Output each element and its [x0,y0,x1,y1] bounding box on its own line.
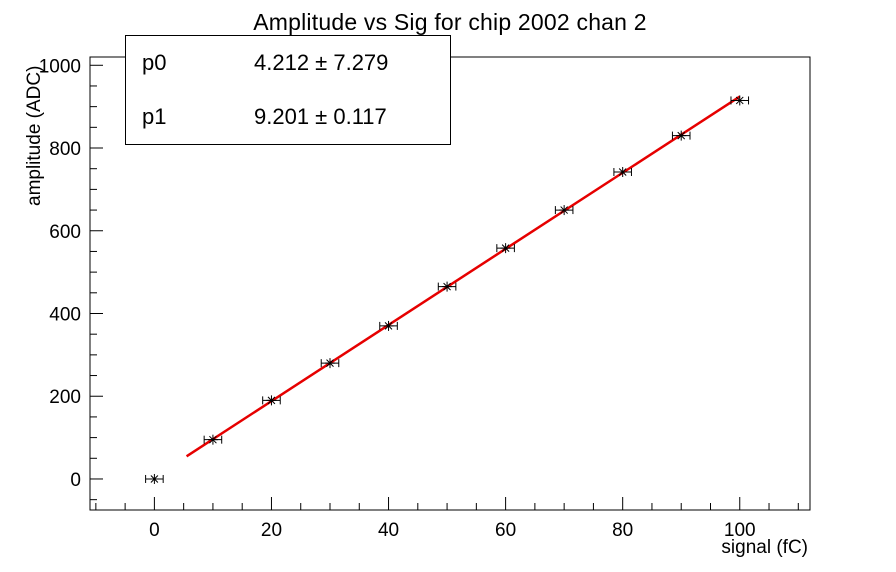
stat-value-p0: 4.212 ± 7.279 [254,50,389,75]
x-tick-label: 20 [261,520,282,541]
marker-line [560,206,568,214]
data-point [671,130,691,141]
marker-line [384,322,393,330]
x-tick-label: 80 [612,520,633,541]
data-point [437,281,457,292]
data-point [379,320,398,331]
x-axis-label: signal (fC) [721,537,808,558]
data-point [203,434,223,445]
stat-name-p1: p1 [142,104,167,129]
chart-title: Amplitude vs Sig for chip 2002 chan 2 [253,9,647,35]
y-tick-label: 600 [49,222,81,243]
data-point [554,205,574,216]
y-tick-label: 800 [49,139,81,160]
stat-row-p0: p0 4.212 ± 7.279 [142,50,434,76]
data-point [730,95,750,106]
data-point [613,167,632,178]
y-tick-label: 400 [49,304,81,325]
marker-line [735,96,744,105]
data-point [145,473,164,484]
x-tick-label: 40 [378,520,399,541]
x-tick-label: 60 [495,520,516,541]
marker-line [209,435,217,444]
stat-value-p1: 9.201 ± 0.117 [254,104,387,129]
marker-line [150,475,159,483]
y-axis-label: amplitude (ADC) [24,65,45,207]
marker-line [326,359,334,367]
stat-name-p0: p0 [142,50,167,75]
fit-stats-box: p0 4.212 ± 7.279 p1 9.201 ± 0.117 [125,35,451,145]
data-point [262,395,281,406]
y-tick-label: 200 [49,387,81,408]
data-point [320,358,340,369]
x-tick-label: 100 [724,520,756,541]
marker-line [677,131,686,140]
fit-line [185,95,741,458]
marker-line [618,168,627,176]
marker-line [501,244,510,252]
data-point [496,243,515,254]
marker-line [267,396,276,405]
stat-row-p1: p1 9.201 ± 0.117 [142,104,434,130]
marker-line [443,282,451,291]
y-tick-label: 1000 [39,56,81,77]
y-tick-label: 0 [70,470,81,491]
x-tick-label: 0 [149,520,160,541]
